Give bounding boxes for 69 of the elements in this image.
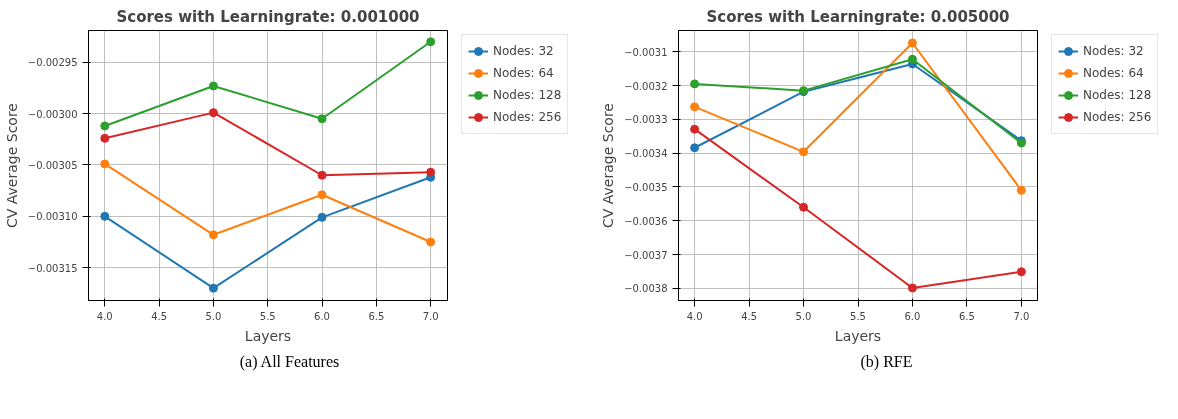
point (208, 81, 218, 91)
point (317, 114, 327, 124)
point (799, 147, 809, 157)
y-tick-label: −0.0038 (624, 283, 668, 295)
x-tick-label: 4.0 (686, 310, 703, 322)
y-tick-label: −0.0035 (624, 181, 668, 193)
point (426, 237, 436, 247)
x-tick-label: 4.0 (96, 310, 113, 322)
x-tick-label: 5.5 (259, 310, 276, 322)
point (100, 211, 110, 221)
y-tick-label: −0.0037 (624, 249, 668, 261)
point (100, 121, 110, 131)
point (1016, 267, 1026, 277)
y-tick-label: −0.00310 (27, 211, 78, 223)
y-tick-label: −0.00305 (27, 159, 78, 171)
x-tick-label: 5.0 (205, 310, 222, 322)
point (1016, 185, 1026, 195)
legend-label: Nodes: 64 (493, 66, 554, 80)
point (317, 190, 327, 200)
point (690, 124, 700, 134)
point (690, 102, 700, 112)
x-tick-label: 7.0 (1013, 310, 1030, 322)
y-tick-label: −0.00315 (27, 262, 78, 274)
chart-title: Scores with Learningrate: 0.001000 (116, 7, 420, 26)
text: (a) All Features (239, 352, 340, 373)
x-axis-title: Layers (244, 327, 292, 344)
legend-label: Nodes: 128 (1083, 88, 1152, 102)
point (100, 159, 110, 169)
y-axis-title: CV Average Score (600, 103, 617, 228)
point (208, 230, 218, 240)
x-tick-label: 4.5 (151, 310, 168, 322)
x-tick-label: 4.5 (741, 310, 758, 322)
point (799, 202, 809, 212)
legend-label: Nodes: 256 (493, 110, 562, 124)
y-tick-label: −0.00295 (27, 57, 78, 69)
point (426, 167, 436, 177)
legend-label: Nodes: 32 (1083, 44, 1144, 58)
point (426, 37, 436, 47)
legend-label: Nodes: 64 (1083, 66, 1144, 80)
y-tick-label: −0.0032 (624, 80, 668, 92)
x-tick-label: 6.5 (368, 310, 385, 322)
text: (b) RFE (860, 352, 913, 373)
legend-label: Nodes: 128 (493, 88, 562, 102)
point (907, 283, 917, 293)
y-tick-label: −0.0033 (624, 114, 668, 126)
x-tick-label: 6.0 (314, 310, 330, 322)
point (208, 108, 218, 118)
x-tick-label: 5.0 (795, 310, 812, 322)
y-tick-label: −0.00300 (27, 108, 78, 120)
y-tick-label: −0.0036 (624, 215, 668, 227)
point (317, 212, 327, 222)
x-tick-label: 7.0 (422, 310, 439, 322)
y-tick-label: −0.0031 (624, 46, 668, 58)
point (317, 170, 327, 180)
point (690, 79, 700, 89)
y-tick-label: −0.0034 (624, 148, 668, 160)
x-tick-label: 6.5 (958, 310, 975, 322)
y-axis-title: CV Average Score (3, 103, 20, 228)
point (907, 54, 917, 64)
legend-label: Nodes: 32 (493, 44, 554, 58)
point (690, 143, 700, 153)
x-tick-label: 5.5 (850, 310, 866, 322)
point (208, 283, 218, 293)
point (100, 133, 110, 143)
legend-label: Nodes: 256 (1083, 110, 1152, 124)
chart-title: Scores with Learningrate: 0.005000 (706, 7, 1010, 26)
point (907, 38, 917, 48)
x-axis-title: Layers (834, 327, 882, 344)
x-tick-label: 6.0 (904, 310, 921, 322)
